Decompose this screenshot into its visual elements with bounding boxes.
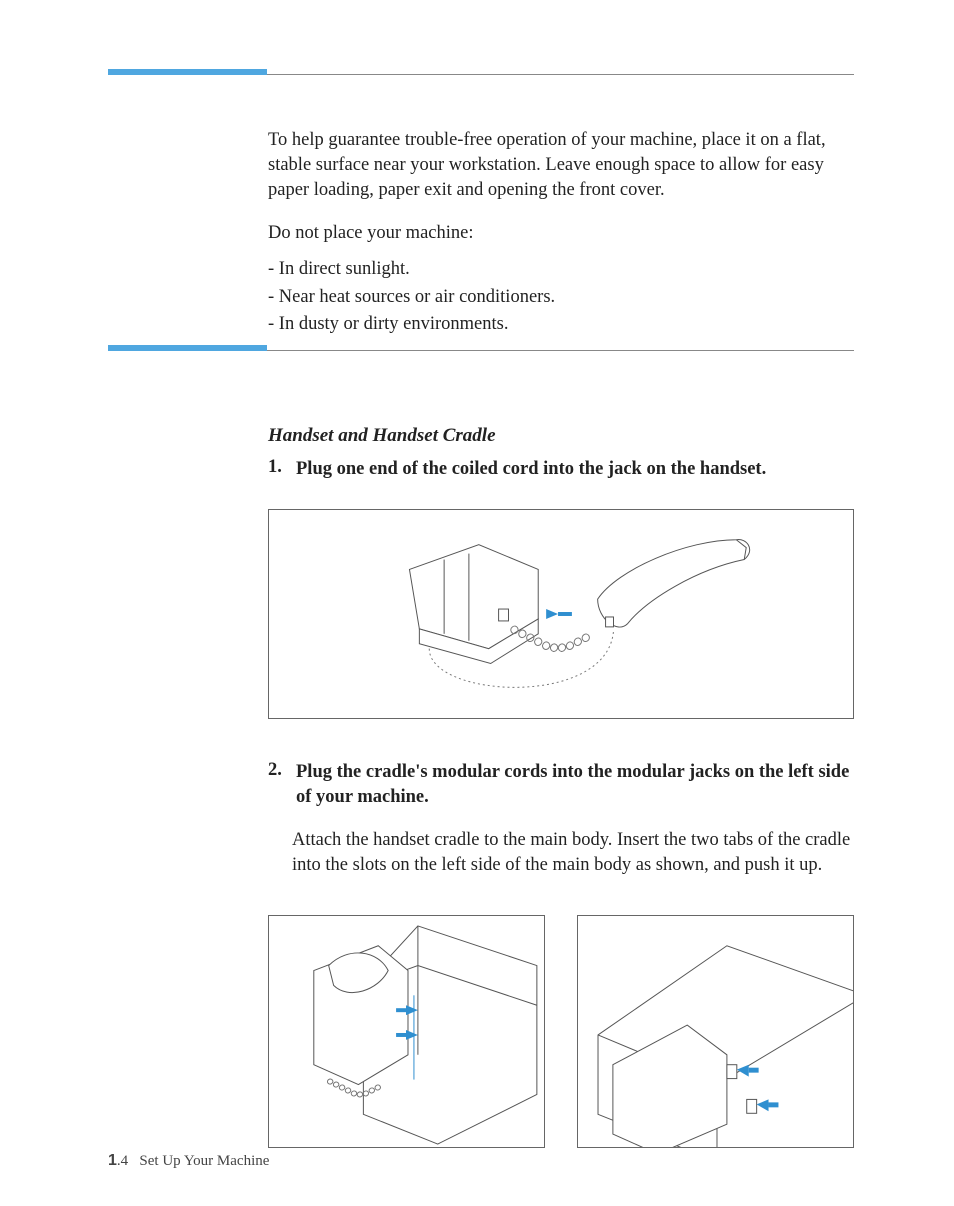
intro-para-2: Do not place your machine:	[268, 221, 854, 246]
accent-bar-1	[108, 69, 267, 75]
figure-attach-front	[268, 915, 545, 1148]
subhead: Handset and Handset Cradle	[268, 425, 854, 447]
bullet-2: - Near heat sources or air conditioners.	[268, 284, 854, 312]
accent-bar-2	[108, 345, 267, 351]
section-header: Handset and Handset Cradle 1. Plug one e…	[268, 425, 854, 482]
figure-attach-back	[577, 915, 854, 1148]
intro-block: To help guarantee trouble-free operation…	[268, 128, 854, 339]
step-2-after-text: Attach the handset cradle to the main bo…	[292, 828, 854, 878]
step-2-after: Attach the handset cradle to the main bo…	[292, 828, 854, 878]
step-1-num: 1.	[268, 457, 292, 478]
attach-front-svg	[269, 916, 544, 1147]
step-2: 2. Plug the cradle's modular cords into …	[268, 760, 854, 810]
step-2-block: 2. Plug the cradle's modular cords into …	[268, 760, 854, 878]
bullet-1: - In direct sunlight.	[268, 256, 854, 284]
chapter-number: 1	[108, 1152, 117, 1169]
page: To help guarantee trouble-free operation…	[0, 0, 954, 1206]
attach-back-svg	[578, 916, 853, 1147]
figure-pair	[268, 915, 854, 1148]
page-suffix: .4	[117, 1153, 128, 1169]
step-2-text: Plug the cradle's modular cords into the…	[296, 760, 852, 810]
footer-title: Set Up Your Machine	[139, 1153, 269, 1169]
step-1: 1. Plug one end of the coiled cord into …	[268, 457, 854, 482]
step-1-text: Plug one end of the coiled cord into the…	[296, 457, 852, 482]
handset-svg	[269, 510, 853, 718]
bullet-3: - In dusty or dirty environments.	[268, 311, 854, 339]
arrow-icon	[546, 609, 572, 619]
page-footer: 1.4 Set Up Your Machine	[108, 1152, 269, 1170]
step-2-num: 2.	[268, 760, 292, 781]
figure-handset-cord	[268, 509, 854, 719]
rule-2	[267, 350, 854, 351]
intro-para-1: To help guarantee trouble-free operation…	[268, 128, 854, 203]
rule-1	[267, 74, 854, 75]
